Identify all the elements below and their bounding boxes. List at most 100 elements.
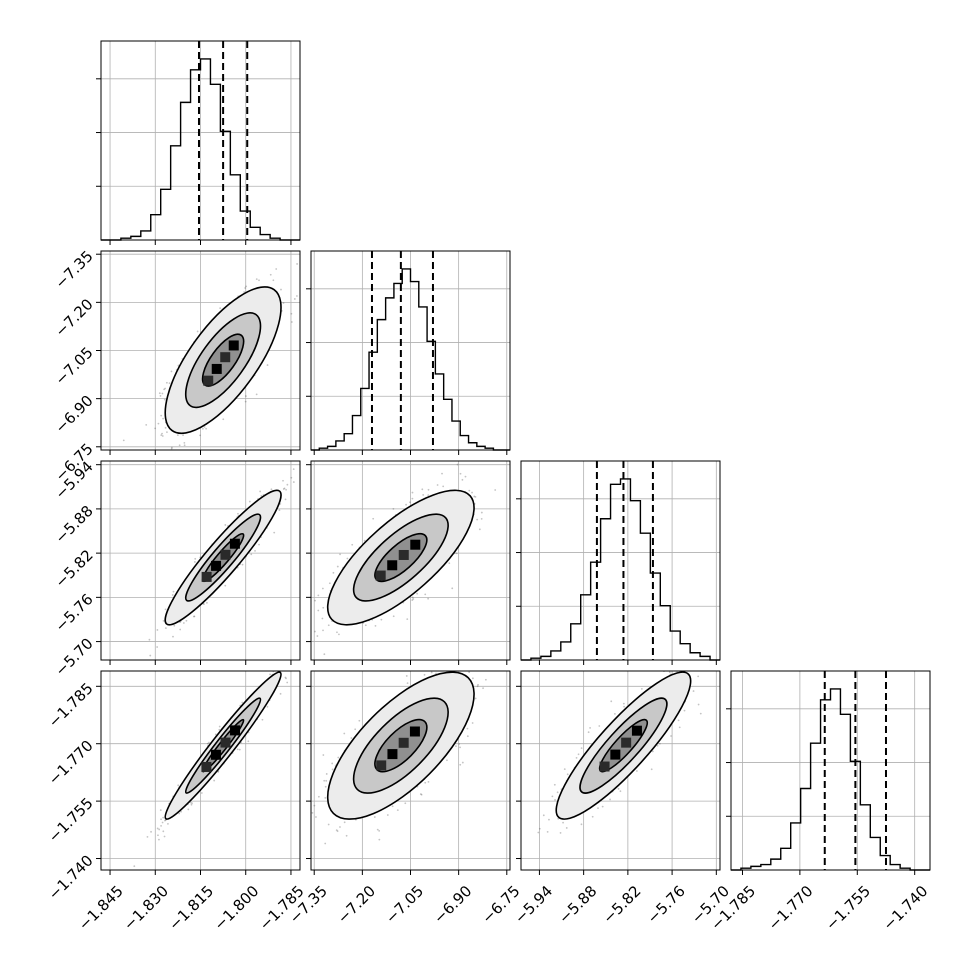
sample-point xyxy=(189,801,192,804)
sample-point xyxy=(158,828,161,831)
sample-point xyxy=(374,625,377,627)
sample-point xyxy=(203,426,206,428)
sample-point xyxy=(327,624,330,627)
sample-point xyxy=(270,488,273,491)
sample-point xyxy=(164,426,167,429)
sample-point xyxy=(163,835,166,838)
scatter-panel-3-1 xyxy=(96,460,301,665)
sample-point xyxy=(307,588,309,590)
sample-point xyxy=(261,718,264,721)
sample-point xyxy=(274,669,276,671)
sample-point xyxy=(244,395,247,397)
sample-point xyxy=(346,557,349,560)
sample-point xyxy=(459,746,461,749)
sample-point xyxy=(158,838,160,841)
sample-point xyxy=(290,476,293,479)
sample-point xyxy=(184,484,186,486)
sample-point xyxy=(332,571,335,574)
sample-point xyxy=(164,627,167,629)
sample-point xyxy=(248,500,251,503)
sample-point xyxy=(285,677,287,680)
histogram-step xyxy=(521,478,720,661)
sample-point xyxy=(331,768,334,771)
sample-point xyxy=(162,830,165,833)
sample-point xyxy=(372,517,375,520)
sample-point xyxy=(462,669,464,671)
sample-point xyxy=(241,701,244,704)
sample-point xyxy=(164,387,167,390)
sample-point xyxy=(411,497,414,500)
sample-point xyxy=(386,814,389,816)
sample-point xyxy=(179,628,182,631)
sample-point xyxy=(157,834,159,837)
sample-point xyxy=(317,594,320,597)
sample-point xyxy=(156,827,159,830)
sample-point xyxy=(314,630,316,633)
sample-point xyxy=(280,288,282,291)
sample-point xyxy=(322,629,324,632)
density-core-cell xyxy=(201,761,212,772)
density-core-cell xyxy=(398,549,409,560)
sample-point xyxy=(282,479,284,482)
sample-point xyxy=(272,279,275,282)
sample-point xyxy=(163,388,166,391)
scatter-panel-3-2 xyxy=(306,460,511,665)
sample-point xyxy=(296,295,298,297)
sample-point xyxy=(474,495,477,498)
sample-point xyxy=(350,737,353,739)
hist-panel-1 xyxy=(96,40,301,245)
sample-point xyxy=(303,813,305,815)
sample-point xyxy=(456,463,459,466)
density-core-cell xyxy=(387,560,398,571)
sample-point xyxy=(196,330,199,333)
sample-point xyxy=(203,603,205,606)
sample-point xyxy=(338,633,340,636)
sample-point xyxy=(157,422,160,425)
sample-point xyxy=(161,435,164,437)
sample-point xyxy=(182,434,184,437)
density-core-cell xyxy=(229,538,240,549)
sample-point xyxy=(314,599,316,602)
density-core-cell xyxy=(211,363,222,374)
density-core-cell xyxy=(220,352,231,363)
sample-point xyxy=(442,485,445,488)
sample-point xyxy=(411,599,414,601)
density-core-cell xyxy=(210,749,221,760)
sample-point xyxy=(266,705,269,708)
sample-point xyxy=(351,543,354,546)
sample-point xyxy=(461,478,464,481)
sample-point xyxy=(436,484,439,486)
sample-point xyxy=(471,491,473,494)
sample-point xyxy=(146,835,149,838)
sample-point xyxy=(278,509,281,512)
sample-point xyxy=(193,615,196,618)
sample-point xyxy=(297,650,299,652)
sample-point xyxy=(424,593,427,596)
sample-point xyxy=(290,321,293,323)
sample-point xyxy=(160,434,163,437)
sample-point xyxy=(218,728,221,731)
sample-point xyxy=(406,682,409,685)
density-core-cell xyxy=(220,737,231,748)
sample-point xyxy=(183,441,186,444)
sample-point xyxy=(322,754,325,756)
sample-point xyxy=(464,475,467,478)
sample-point xyxy=(160,824,162,827)
sample-point xyxy=(269,273,272,276)
sample-point xyxy=(480,511,483,514)
sample-point xyxy=(468,489,471,492)
scatter-panel-4-2 xyxy=(303,669,511,875)
sample-point xyxy=(260,495,263,497)
sample-point xyxy=(323,653,326,656)
sample-point xyxy=(478,528,481,531)
sample-point xyxy=(448,562,451,565)
sample-point xyxy=(336,631,338,634)
sample-point xyxy=(282,302,285,304)
sample-point xyxy=(183,444,186,447)
sample-point xyxy=(191,802,193,805)
sample-point xyxy=(213,779,216,782)
sample-point xyxy=(303,643,305,645)
sample-point xyxy=(193,561,196,563)
sample-point xyxy=(205,427,208,430)
sample-point xyxy=(237,512,239,515)
